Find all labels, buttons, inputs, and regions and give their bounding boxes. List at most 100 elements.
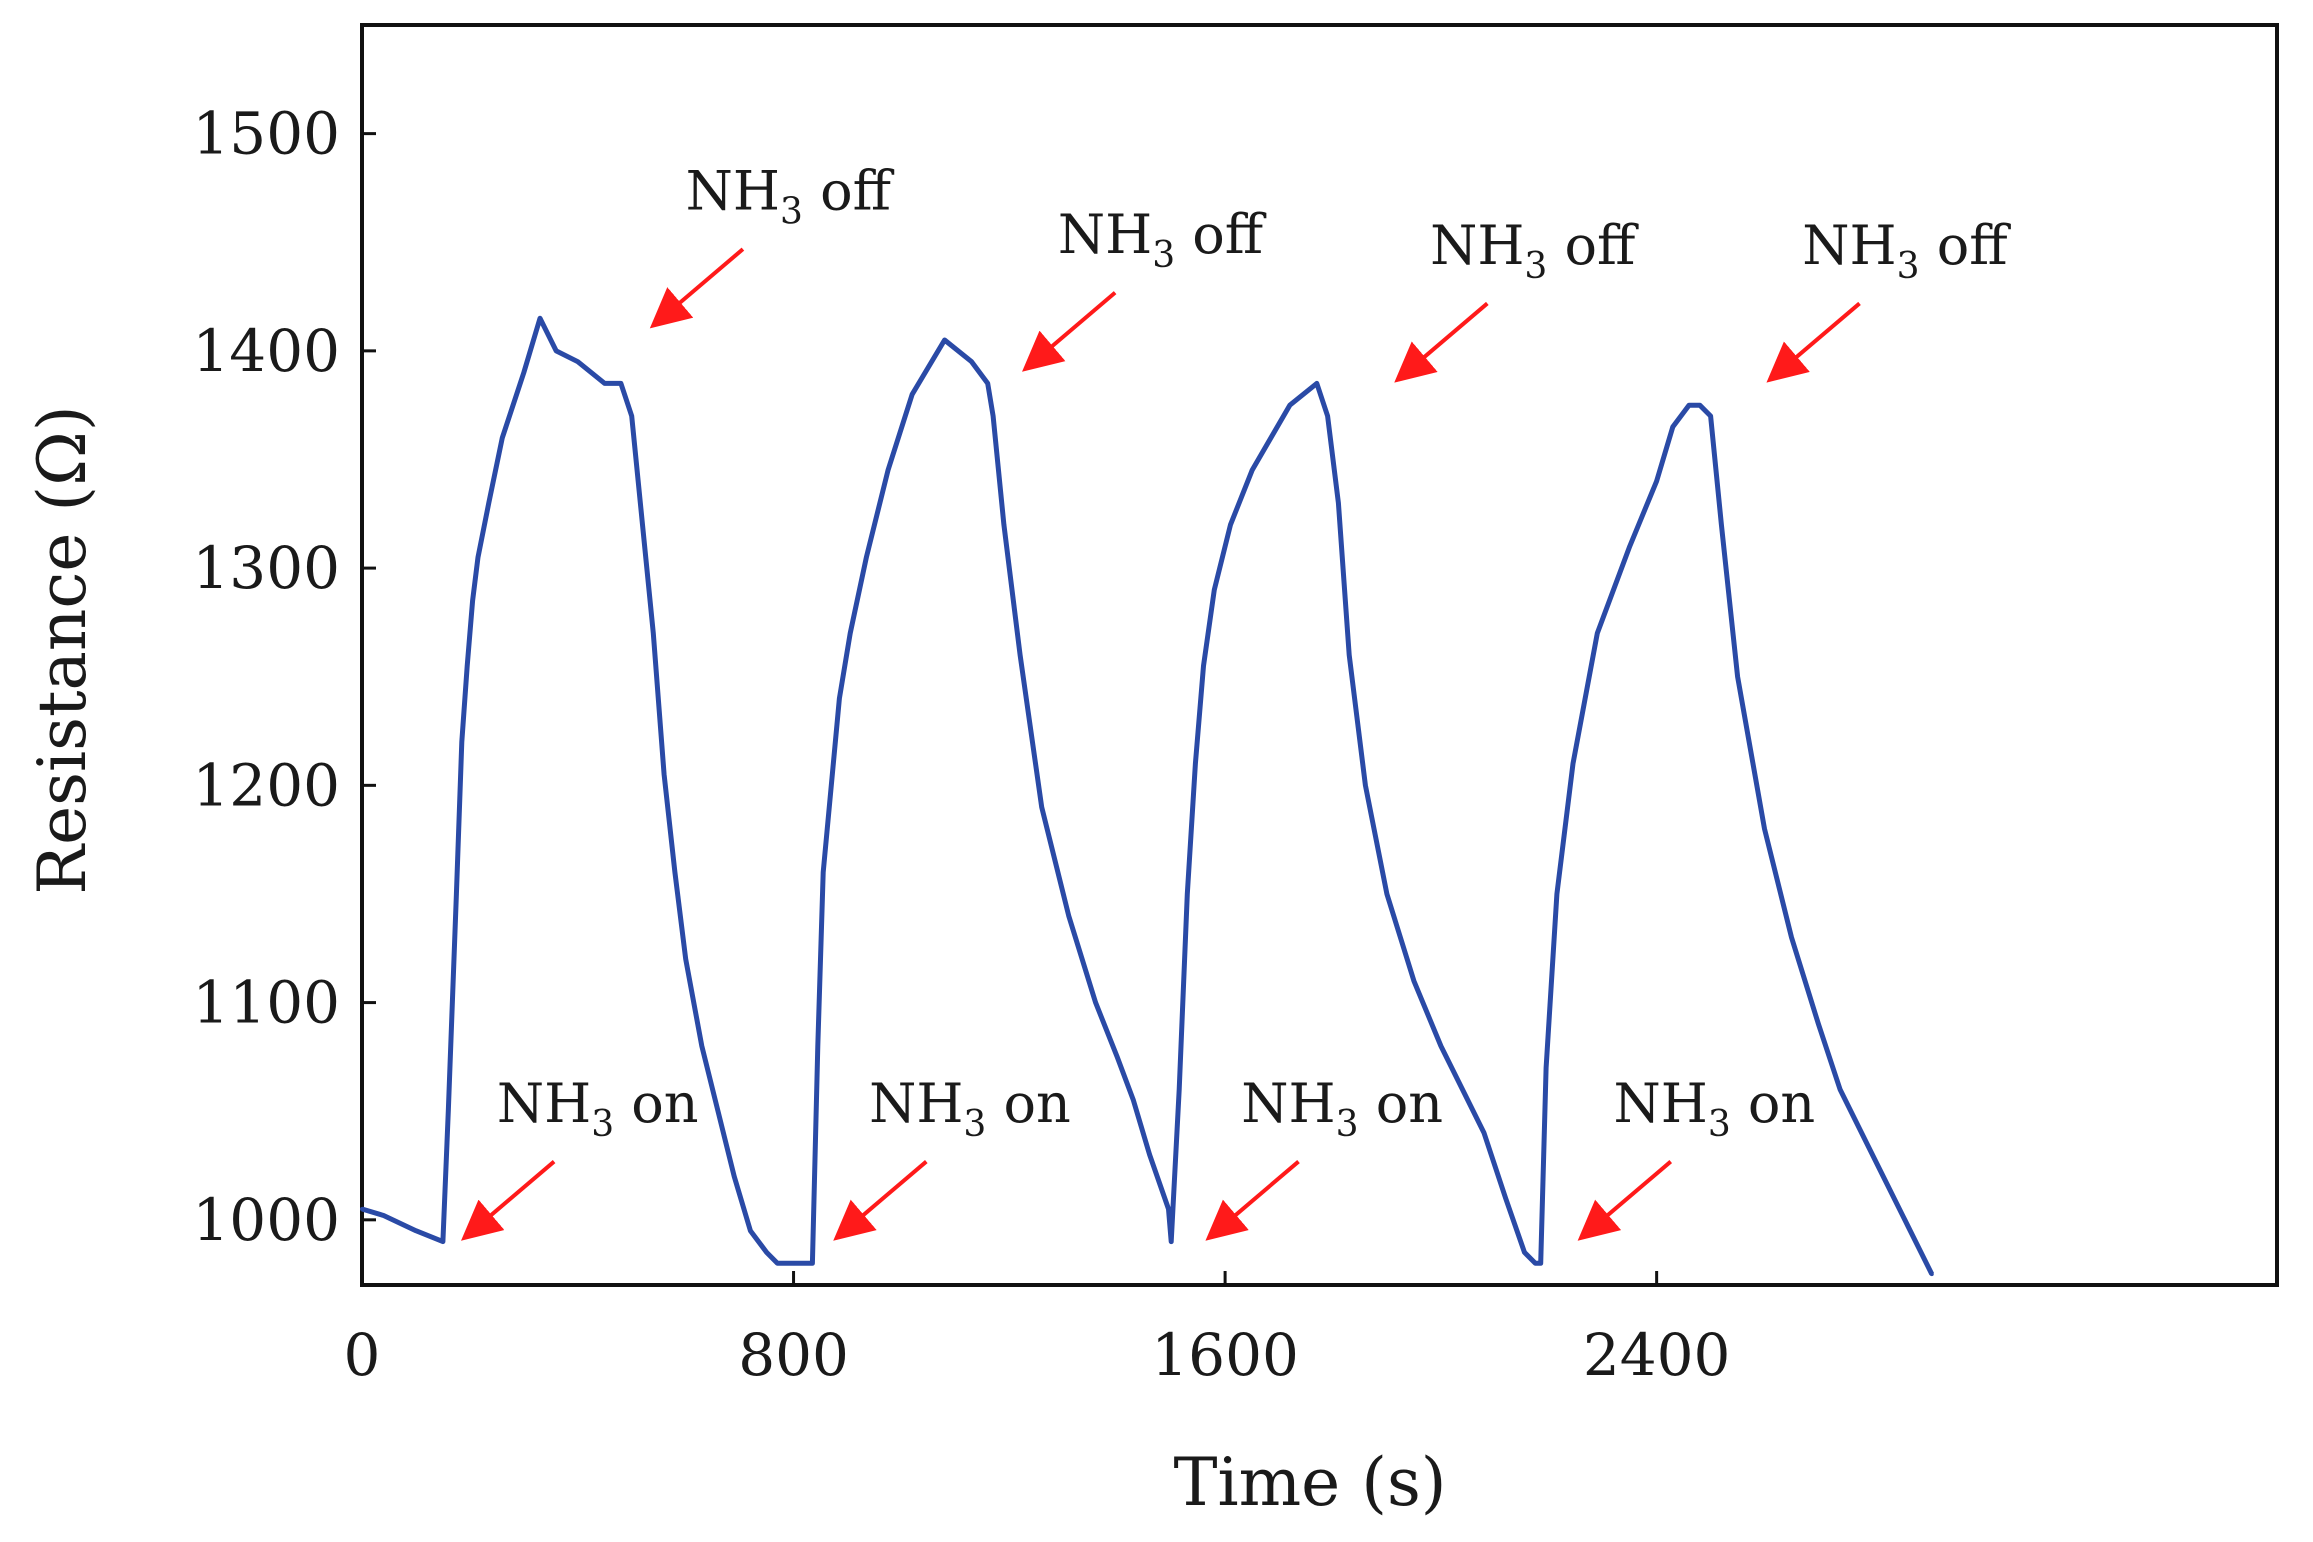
data-point [1670,424,1675,429]
x-tick-label: 800 [738,1321,849,1389]
annotation-arrow [1577,1160,1673,1241]
annotation-main: NH [1430,214,1524,277]
annotation-label-on: NH3 on [1613,1072,1815,1145]
annotation-arrow [1766,301,1861,383]
data-point [454,891,459,896]
x-tick-label: 2400 [1583,1321,1731,1389]
annotation-label-on: NH3 on [497,1072,699,1145]
data-point [969,359,974,364]
data-point [1325,414,1330,419]
data-point [475,555,480,560]
annotation-rest: on [614,1072,698,1135]
data-point [1697,403,1702,408]
x-tick-label: 1600 [1151,1321,1299,1389]
data-point [1838,1087,1843,1092]
data-point [629,414,634,419]
data-point [764,1250,769,1255]
data-point [1762,826,1767,831]
data-point [1719,522,1724,527]
data-point [640,522,645,527]
annotation-arrow [1394,301,1489,383]
data-point [486,500,491,505]
data-point [1314,381,1319,386]
data-point [821,870,826,875]
data-point [651,631,656,636]
data-point [1363,783,1368,788]
data-point [1929,1272,1934,1277]
data-point [1460,1087,1465,1092]
data-point [470,598,475,603]
annotation-rest: on [986,1072,1070,1135]
data-point [1571,761,1576,766]
y-tick-label: 1100 [192,969,340,1037]
data-point [748,1228,753,1233]
data-point [1411,978,1416,983]
data-point [791,1261,796,1266]
annotation-arrow [461,1160,556,1241]
x-axis-title: Time (s) [1173,1444,1446,1521]
annotation-main: NH [1613,1072,1707,1135]
y-axis-title: Resistance (Ω) [24,405,101,894]
annotation-label-off: NH3 off [1058,203,1267,276]
annotation-rest: off [1547,214,1639,277]
data-point [716,1109,721,1114]
data-point [1185,891,1190,896]
data-point [815,1044,820,1049]
data-point [683,957,688,962]
data-point [554,348,559,353]
data-point [1018,653,1023,657]
data-point [1201,663,1206,668]
data-point [1212,587,1217,592]
annotation-subscript: 3 [1708,1104,1731,1145]
annotation-subscript: 3 [1152,235,1175,276]
data-point [699,1044,704,1049]
data-point [1228,522,1233,527]
data-point [1250,468,1255,473]
data-point [459,739,464,744]
data-point [1177,1087,1182,1092]
y-tick-label: 1200 [192,751,340,819]
data-point [1482,1130,1487,1135]
annotation-subscript: 3 [1897,246,1920,287]
y-tick-label: 1500 [192,100,340,168]
annotation-main: NH [869,1072,963,1135]
annotation-label-off: NH3 off [1802,214,2011,287]
data-point [1384,891,1389,896]
series-layer [360,315,1935,1277]
data-point [465,663,470,668]
data-point [1503,1196,1508,1201]
data-point [910,392,915,397]
y-tick-label: 1400 [192,317,340,385]
data-point [1336,500,1341,505]
data-point [1859,1130,1864,1135]
data-point [1538,1261,1543,1266]
data-point [991,414,996,419]
data-point [1918,1250,1923,1255]
data-point [672,870,677,875]
annotation-main: NH [686,160,780,223]
x-tick-label: 0 [344,1321,381,1389]
data-point [1522,1250,1527,1255]
data-point [500,435,505,440]
data-point [1166,1206,1171,1211]
annotation-arrow [649,247,745,329]
annotation-subscript: 3 [591,1104,614,1145]
data-point [1533,1261,1538,1266]
data-point [775,1261,780,1266]
data-point [1193,761,1198,766]
data-point [864,555,869,560]
data-point [1735,674,1740,679]
annotation-label-off: NH3 off [1430,214,1639,287]
data-point [521,370,526,375]
data-point [732,1174,737,1179]
annotation-arrow [833,1160,928,1241]
data-point [829,783,834,788]
annotation-subscript: 3 [1336,1104,1359,1145]
data-point [885,468,890,473]
data-point [1554,891,1559,896]
data-point [1654,479,1659,484]
annotation-label-off: NH3 off [686,160,895,233]
data-point [1438,1044,1443,1049]
